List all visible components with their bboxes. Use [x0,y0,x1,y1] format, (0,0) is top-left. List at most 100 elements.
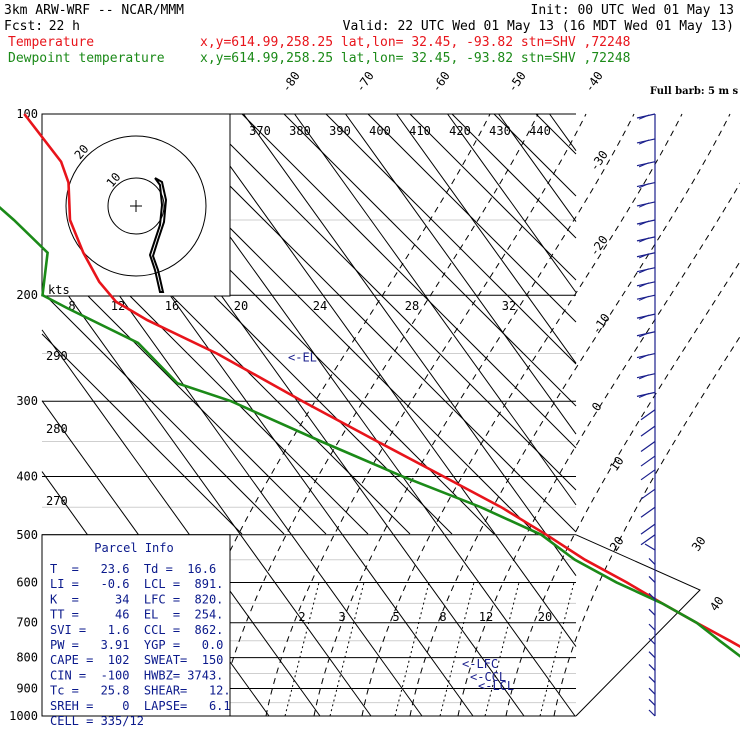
parcel-info-row: T = 23.6 Td = 16.6 [50,562,216,576]
sounding-series: <-EL <-LFC<-CCL<-LCL [0,113,740,693]
wind-barb-half [638,314,650,320]
isotherm-label-1: -70 [353,69,377,95]
theta-e-label-3: 400 [369,124,391,138]
isotherm-label-6: -20 [587,233,611,259]
pressure-label-400: 400 [16,469,38,483]
parcel-info-row: TT = 46 EL = 254. [50,608,223,622]
marker-el: <-EL [288,351,317,365]
parcel-info-box: Parcel Info T = 23.6 Td = 16.6LI = -0.6 L… [41,534,231,728]
mixing-ratio-label-0: 2 [298,610,305,624]
wind-barb-half [638,162,650,168]
hodograph-speed-label-2: 12 [111,299,125,313]
wind-barb [640,455,656,467]
wind-barb [648,709,656,717]
hodograph-speed-label-4: 20 [234,299,248,313]
parcel-info-row: LI = -0.6 LCL = 891. [50,577,223,591]
init-time: Init: 00 UTC Wed 01 May 13 [531,3,735,18]
moist-adiabat-4 [361,113,683,717]
dry-adiabat--1 [199,113,577,491]
isotherm--20 [192,113,577,647]
valid-time: Valid: 22 UTC Wed 01 May 13 (16 MDT Wed … [343,19,734,34]
dewpoint-location: x,y=614.99,258.25 lat,lon= 32.45, -93.82… [200,51,630,66]
marker-lfc: <-LFC [462,657,498,671]
mixing-ratio-line-1 [329,582,365,717]
dewpoint-legend: Dewpoint temperature [8,51,165,66]
wind-barb-half [638,374,650,380]
mixing-ratio-line-0 [284,582,320,717]
wind-barb-half [638,295,650,301]
isotherm-label-9: 10 [607,454,627,474]
isotherm-label-8: 0 [589,400,605,414]
mixing-ratio-label-2: 5 [392,610,399,624]
theta-e-label-4: 410 [409,124,431,138]
pressure-label-700: 700 [16,616,38,630]
moist-adiabat-2 [265,113,587,717]
hodograph-speed-label-3: 16 [165,299,179,313]
wind-barb [648,651,656,659]
dry-adiabat-2 [325,113,577,365]
dewpoint-line [0,205,740,658]
isotherm-label-3: -50 [505,69,529,95]
moist-adiabat-7 [505,260,740,717]
hodograph-trace [148,177,168,293]
wind-barb-half [638,139,650,145]
dry-adiabat-0 [241,113,577,449]
dry-adiabat-5 [451,113,577,239]
parcel-info-row: CELL = 335/12 [50,714,144,728]
wind-barb [640,425,656,437]
wind-barbs [636,113,656,717]
mixing-ratio-line-4 [484,582,520,717]
wind-barb [640,409,656,421]
isotherm-label-12: 40 [707,594,727,614]
parcel-info-row: SVI = 1.6 CCL = 862. [50,623,223,637]
forecast-hour: 22 h [49,19,80,34]
theta-e-label-0: 370 [249,124,271,138]
wind-barb [640,469,656,481]
moist-adiabat-3 [313,113,635,717]
theta-e-label-1: 380 [289,124,311,138]
parcel-info-title: Parcel Info [94,541,173,555]
wind-barb [648,663,656,671]
parcel-info-row: CIN = -100 HWBZ= 3743. [50,668,223,682]
wind-barb [648,637,656,645]
isotherm--10 [243,113,577,577]
wind-barb [648,608,656,616]
hodograph-speed-label-1: 8 [68,299,75,313]
model-title: 3km ARW-WRF -- NCAR/MMM [4,3,184,18]
dry-adiabat-4 [409,113,577,281]
wind-barb [648,676,656,684]
dry-adiabat--10 [41,333,243,535]
dry-adiabat--8 [41,249,327,535]
wind-barb-half [638,253,650,259]
wind-barb-half [638,114,650,120]
dry-adiabat--9 [41,291,285,535]
wind-barb-half [638,237,650,243]
wind-barb [640,534,656,546]
pressure-label-600: 600 [16,575,38,589]
wind-barb-half [638,282,650,288]
dry-adiabat-7 [535,113,577,155]
pressure-label-500: 500 [16,528,38,542]
theta-e-label-6: 430 [489,124,511,138]
mixing-ratio-label-5: 20 [538,610,552,624]
isotherm-10 [345,113,577,435]
wind-barb [648,687,656,695]
hodograph-ring-outer [65,135,207,277]
wind-barb [640,441,656,453]
theta-e-label-5: 420 [449,124,471,138]
wind-barb [648,698,656,706]
wind-barb-half [638,392,650,399]
hodograph-speed-label-5: 24 [313,299,327,313]
pressure-label-300: 300 [16,394,38,408]
hodograph-ring-inner [107,177,165,235]
parcel-info-row: PW = 3.91 YGP = 0.0 [50,638,223,652]
theta-label-1: 280 [46,422,68,436]
diagram-edge [575,534,701,717]
wind-barb-half [638,202,650,208]
isotherm-label-7: -10 [589,311,613,337]
mixing-ratio-line-2 [394,582,430,717]
mixing-ratio-line-5 [539,582,575,717]
temperature-line [23,113,740,648]
